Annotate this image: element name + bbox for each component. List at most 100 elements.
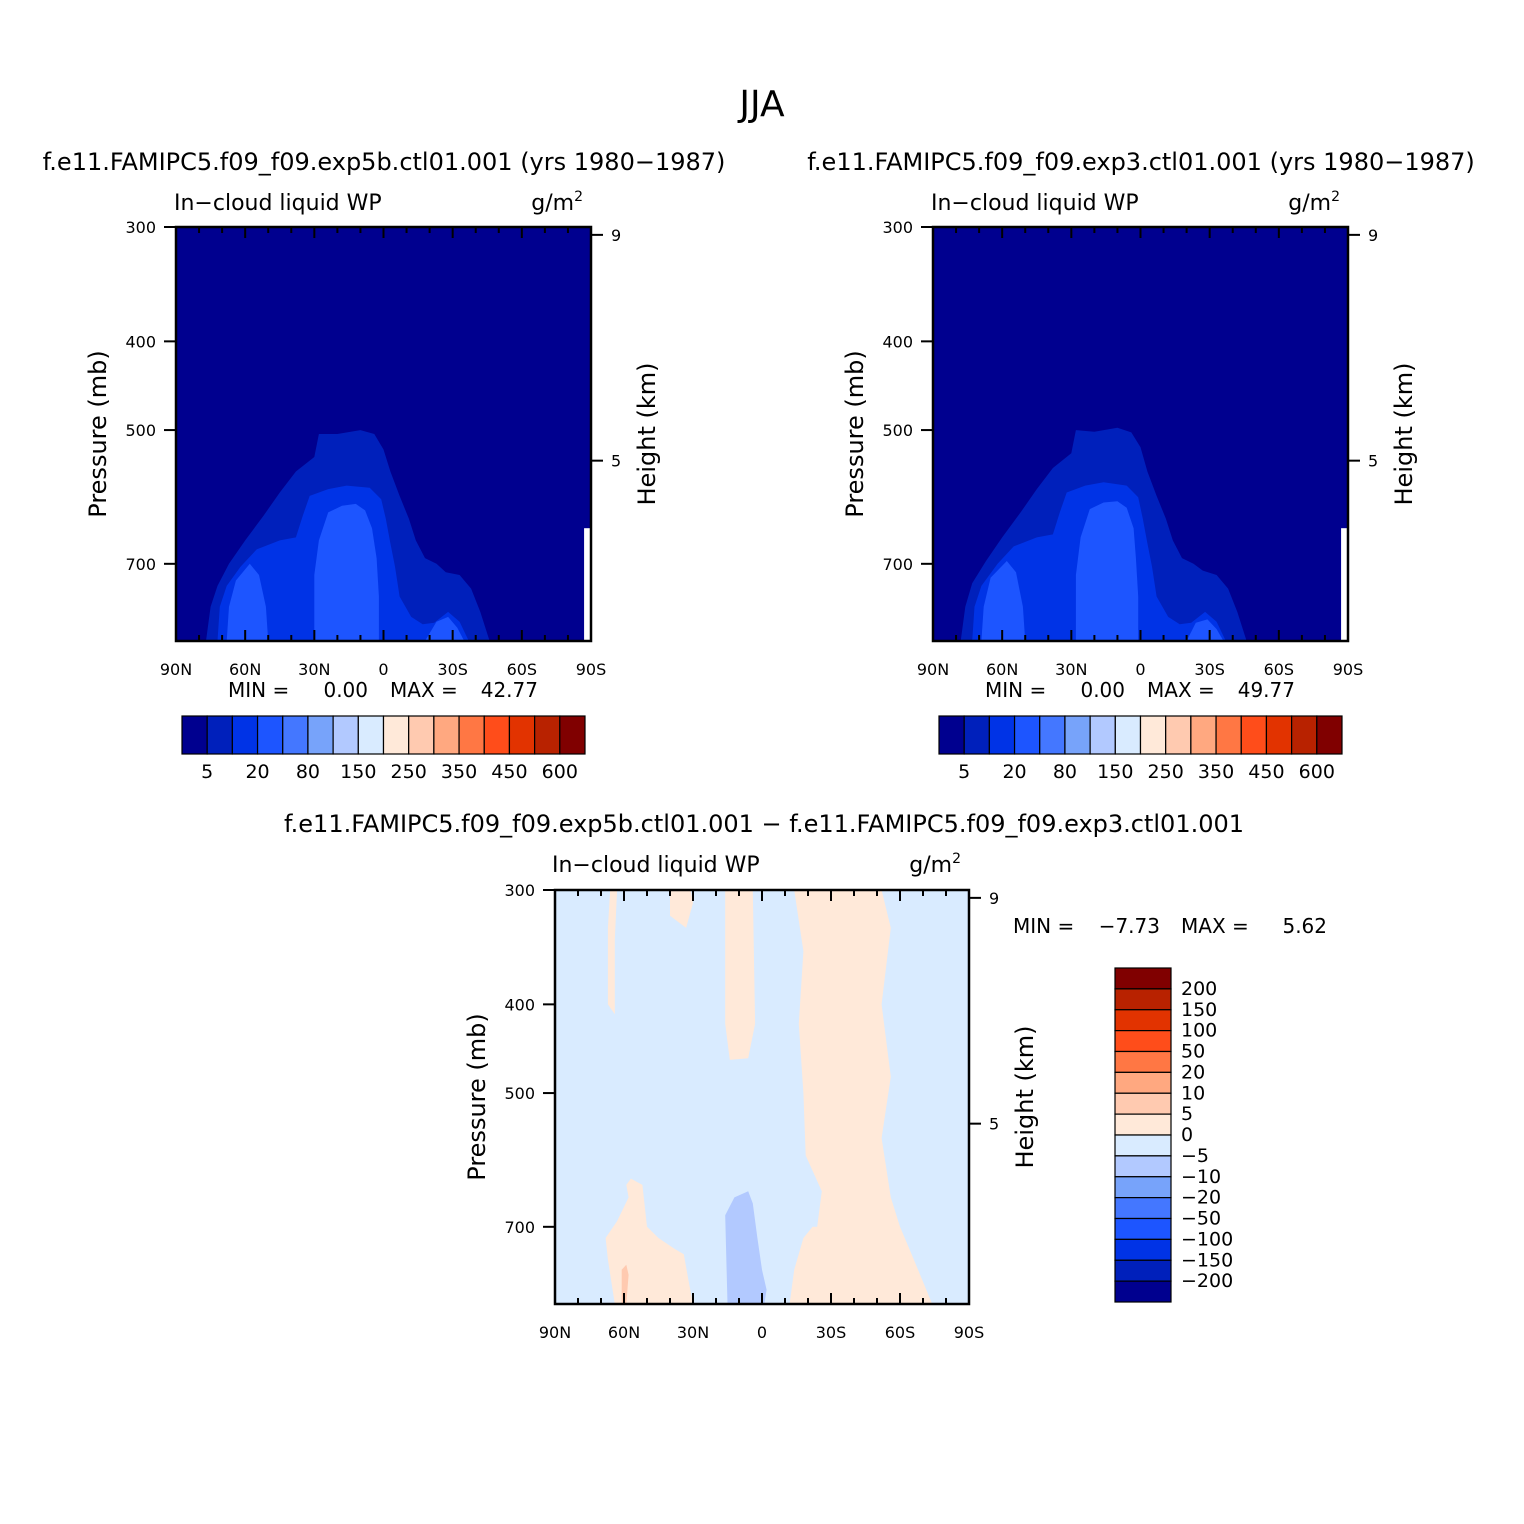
panel-left-field bbox=[176, 227, 591, 641]
x-tick-label: 90N bbox=[160, 660, 192, 679]
colorbar-box bbox=[1291, 715, 1318, 755]
x-tick-label: 60S bbox=[507, 660, 538, 679]
x-tick-label: 90N bbox=[539, 1323, 571, 1342]
colorbar-box bbox=[1064, 715, 1091, 755]
x-tick-label: 90N bbox=[917, 660, 949, 679]
colorbar-label: −150 bbox=[1181, 1249, 1233, 1271]
colorbar-box bbox=[458, 715, 485, 755]
colorbar-label: 150 bbox=[340, 761, 376, 783]
colorbar-box bbox=[206, 715, 233, 755]
x-tick-label: 60N bbox=[229, 660, 261, 679]
colorbar-label: 20 bbox=[1181, 1061, 1205, 1083]
colorbar-label: 100 bbox=[1181, 1020, 1217, 1042]
colorbar-label: −5 bbox=[1181, 1145, 1209, 1167]
colorbar-box bbox=[256, 715, 284, 755]
missing-data-strip bbox=[584, 528, 590, 641]
colorbar-label: 350 bbox=[1198, 761, 1234, 783]
colorbar-label: 5 bbox=[201, 761, 213, 783]
y-tick-label: 300 bbox=[125, 218, 156, 237]
colorbar-label: 80 bbox=[1053, 761, 1077, 783]
panel-right-variable: In−cloud liquid WP bbox=[931, 191, 1139, 216]
x-tick-label: 30N bbox=[298, 660, 330, 679]
colorbar-label: −10 bbox=[1181, 1166, 1221, 1188]
colorbar-box bbox=[382, 715, 410, 755]
colorbar-box bbox=[1265, 715, 1293, 755]
y-tick-right-label: 9 bbox=[989, 889, 999, 908]
colorbar-box bbox=[433, 715, 460, 755]
colorbar-label: 10 bbox=[1181, 1082, 1205, 1104]
panel-left-variable: In−cloud liquid WP bbox=[174, 191, 382, 216]
colorbar-box bbox=[231, 715, 259, 755]
colorbar-label: 0 bbox=[1181, 1124, 1193, 1146]
colorbar-box bbox=[1165, 715, 1192, 755]
panel-left-units: g/m2 bbox=[531, 189, 583, 216]
panel-diff: f.e11.FAMIPC5.f09_f09.exp5b.ctl01.001 − … bbox=[284, 810, 1327, 1342]
panel-diff-units: g/m2 bbox=[909, 851, 961, 878]
colorbar-label: 250 bbox=[1148, 761, 1184, 783]
x-tick-label: 30S bbox=[437, 660, 468, 679]
panel-right-ylabel-right: Height (km) bbox=[1390, 363, 1418, 506]
colorbar-box bbox=[1013, 715, 1041, 755]
colorbar-label: 450 bbox=[491, 761, 527, 783]
contour-region bbox=[425, 616, 465, 641]
colorbar-box bbox=[1139, 715, 1167, 755]
colorbar-box bbox=[508, 715, 536, 755]
x-tick-label: 30S bbox=[816, 1323, 847, 1342]
contour-region bbox=[1075, 501, 1139, 641]
colorbar-label: −20 bbox=[1181, 1187, 1221, 1209]
colorbar-label: −50 bbox=[1181, 1208, 1221, 1230]
colorbar-box bbox=[483, 715, 511, 755]
colorbar-label: 600 bbox=[542, 761, 578, 783]
panel-left-min-value: 0.00 bbox=[323, 678, 368, 702]
colorbar-box bbox=[1114, 988, 1172, 1011]
colorbar-box bbox=[332, 715, 359, 755]
colorbar-label: 20 bbox=[1002, 761, 1026, 783]
colorbar-box bbox=[1114, 1092, 1172, 1115]
contour-region bbox=[607, 890, 618, 1015]
colorbar-label: 150 bbox=[1097, 761, 1133, 783]
colorbar-box bbox=[1114, 1217, 1172, 1240]
colorbar-label: 20 bbox=[245, 761, 269, 783]
colorbar-box bbox=[1114, 1155, 1172, 1178]
y-tick-label: 500 bbox=[504, 1084, 535, 1103]
colorbar-box bbox=[1114, 1176, 1172, 1199]
colorbar-box bbox=[1089, 715, 1116, 755]
colorbar-box bbox=[1316, 715, 1343, 755]
panel-left-max-label: MAX = bbox=[390, 678, 458, 702]
x-tick-label: 30N bbox=[1055, 660, 1087, 679]
colorbar-label: 250 bbox=[391, 761, 427, 783]
x-tick-label: 90S bbox=[1333, 660, 1364, 679]
panel-right-max-value: 49.77 bbox=[1238, 678, 1295, 702]
colorbar-box bbox=[1114, 967, 1172, 990]
y-tick-label: 400 bbox=[504, 995, 535, 1014]
panel-left-max-value: 42.77 bbox=[481, 678, 538, 702]
colorbar-box bbox=[1114, 1134, 1172, 1157]
contour-region bbox=[725, 890, 756, 1060]
panel-left-colorbar: 5 20 80 150 250 350 450 600 bbox=[181, 715, 586, 783]
x-tick-label: 60S bbox=[885, 1323, 916, 1342]
colorbar-box bbox=[1114, 715, 1142, 755]
panel-right-max-label: MAX = bbox=[1147, 678, 1215, 702]
y-tick-label: 700 bbox=[504, 1218, 535, 1237]
panel-diff-title: f.e11.FAMIPC5.f09_f09.exp5b.ctl01.001 − … bbox=[284, 810, 1244, 838]
panel-right-ticks: 90N 60N 30N 0 30S 60S 90S 300 400 500 700 9 5 bbox=[882, 218, 1378, 679]
panel-left-ticks: 90N 60N 30N 0 30S 60S 90S 300 400 500 700 9 5 bbox=[125, 218, 621, 679]
x-tick-label: 60S bbox=[1264, 660, 1295, 679]
colorbar-label: 200 bbox=[1181, 978, 1217, 1000]
colorbar-box bbox=[559, 715, 586, 755]
colorbar-box bbox=[1190, 715, 1217, 755]
colorbar-box bbox=[1114, 1030, 1172, 1053]
y-tick-label: 500 bbox=[882, 421, 913, 440]
colorbar-box bbox=[1114, 1238, 1172, 1261]
panel-diff-field bbox=[555, 890, 969, 1304]
colorbar-label: 5 bbox=[958, 761, 970, 783]
colorbar-box bbox=[307, 715, 334, 755]
colorbar-box bbox=[181, 715, 208, 755]
panel-diff-ticks: 90N 60N 30N 0 30S 60S 90S 300 400 500 700 9 5 bbox=[504, 881, 999, 1342]
colorbar-box bbox=[408, 715, 435, 755]
colorbar-box bbox=[1240, 715, 1268, 755]
panel-left-min-label: MIN = bbox=[228, 678, 289, 702]
colorbar-box bbox=[1039, 715, 1066, 755]
colorbar-box bbox=[1114, 1050, 1172, 1073]
x-tick-label: 60N bbox=[608, 1323, 640, 1342]
